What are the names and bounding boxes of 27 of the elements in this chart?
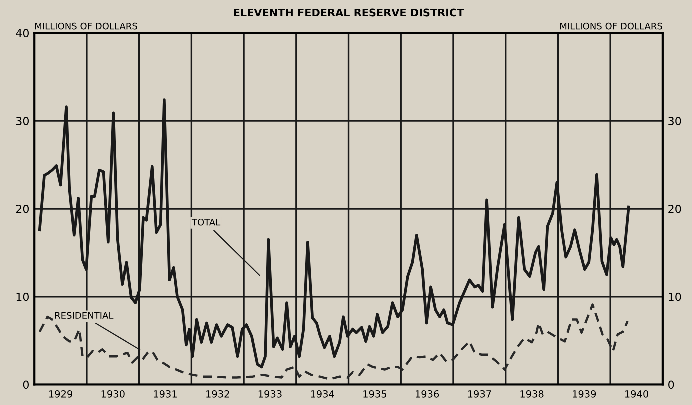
x-tick-label: 1939 bbox=[573, 390, 596, 398]
y-tick-label: 30 bbox=[16, 117, 29, 126]
x-tick-label: 1931 bbox=[154, 390, 177, 398]
y2-tick-label: 20 bbox=[668, 204, 682, 214]
y-tick-label: 20 bbox=[16, 204, 29, 214]
chart-title: ELEVENTH FEDERAL RESERVE DISTRICT bbox=[234, 8, 464, 17]
y-tick-label: 10 bbox=[16, 292, 29, 302]
y-tick-label: 40 bbox=[16, 29, 29, 38]
x-tick-label: 1937 bbox=[468, 390, 492, 398]
x-tick-label: 1934 bbox=[311, 390, 334, 398]
y-axis-title: MILLIONS OF DOLLARS bbox=[35, 22, 138, 30]
annotation: TOTAL bbox=[192, 218, 221, 226]
x-tick-label: 1929 bbox=[49, 390, 72, 398]
x-tick-label: 1938 bbox=[520, 390, 544, 398]
line-series bbox=[38, 304, 629, 381]
annotation: RESIDENTIAL bbox=[55, 312, 114, 320]
y2-tick-label: 0 bbox=[668, 380, 674, 390]
y-tick-label: 0 bbox=[23, 380, 29, 390]
x-tick-label: 1933 bbox=[258, 390, 282, 398]
x-tick-label: 1930 bbox=[102, 390, 125, 398]
y2-tick-label: 10 bbox=[669, 292, 682, 302]
x-tick-label: 1940 bbox=[625, 390, 648, 398]
x-tick-label: 1935 bbox=[364, 390, 386, 398]
y2-axis-title: MILLIONS OF DOLLARS bbox=[560, 22, 662, 30]
y2-tick-label: 30 bbox=[668, 117, 682, 126]
x-tick-label: 1936 bbox=[416, 390, 440, 398]
x-tick-label: 1932 bbox=[206, 390, 230, 398]
